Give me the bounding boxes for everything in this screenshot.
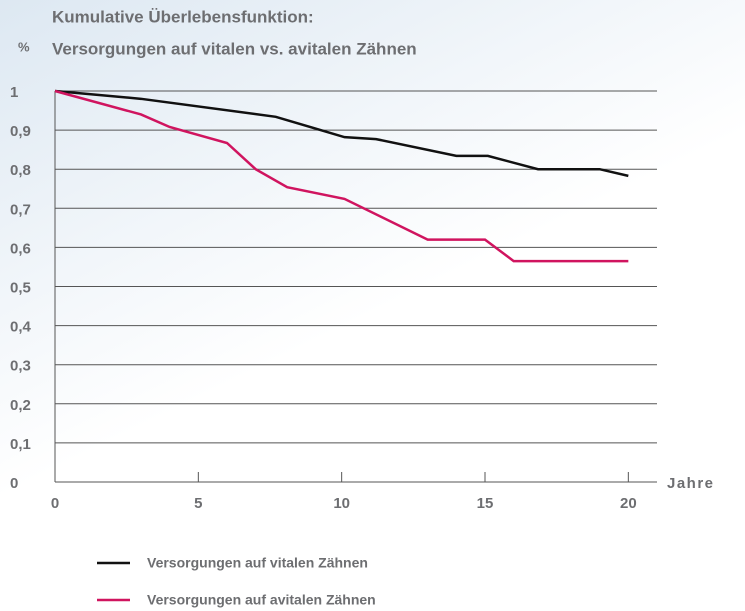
y-tick-label: 1 xyxy=(10,84,18,101)
y-axis-label: % xyxy=(18,39,30,54)
x-tick-label: 0 xyxy=(51,495,59,512)
y-tick-label: 0,1 xyxy=(10,436,31,453)
y-tick-label: 0 xyxy=(10,475,18,492)
y-tick-label: 0,5 xyxy=(10,279,31,296)
line xyxy=(54,89,629,178)
y-tick-label: 0,3 xyxy=(10,358,31,375)
legend-label: Versorgungen auf avitalen Zähnen xyxy=(147,592,376,608)
y-tick-label: 0,7 xyxy=(10,201,31,218)
x-tick-label: 20 xyxy=(620,495,637,512)
y-tick-label: 0,4 xyxy=(10,319,32,336)
y-tick-label: 0,2 xyxy=(10,397,31,414)
y-tick-label: 0,6 xyxy=(10,240,31,257)
line xyxy=(54,89,629,263)
y-tick-label: 0,8 xyxy=(10,162,31,179)
y-tick-label: 0,9 xyxy=(10,123,31,140)
chart-title: Kumulative Überlebensfunktion: xyxy=(52,7,314,26)
x-tick-label: 10 xyxy=(333,495,350,512)
x-tick-label: 15 xyxy=(477,495,494,512)
x-tick-label: 5 xyxy=(194,495,202,512)
x-axis-label: Jahre xyxy=(667,475,715,492)
legend-label: Versorgungen auf vitalen Zähnen xyxy=(147,555,368,571)
chart-title: Versorgungen auf vitalen vs. avitalen Zä… xyxy=(52,39,417,58)
